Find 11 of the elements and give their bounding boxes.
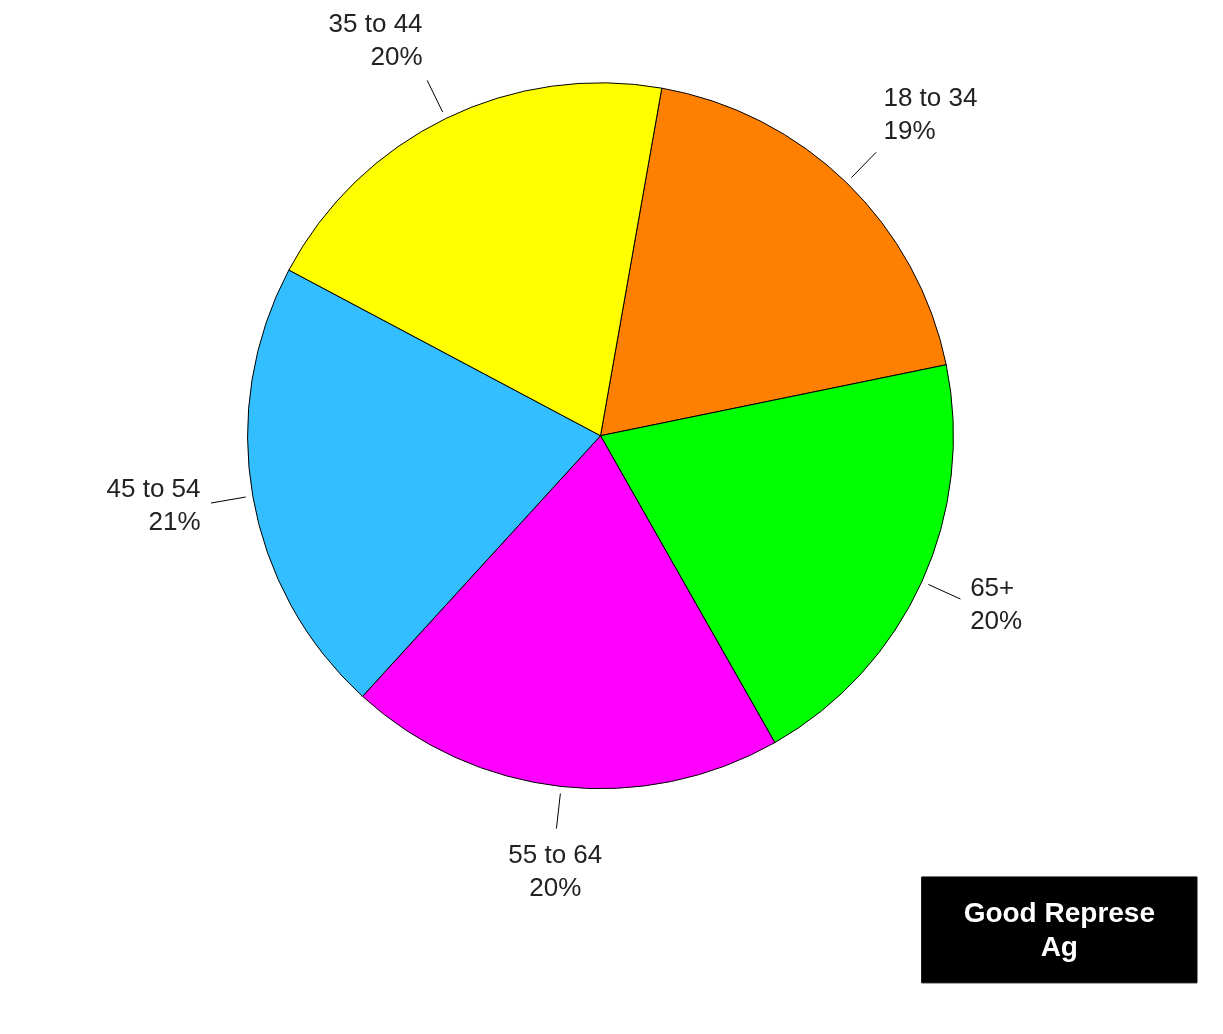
data-label: 19% bbox=[883, 114, 936, 145]
slice-label: 45 to 54 bbox=[106, 473, 201, 504]
data-label: 21% bbox=[148, 506, 201, 537]
slice-label: 18 to 34 bbox=[883, 81, 978, 112]
slice-label: 55 to 64 bbox=[508, 839, 603, 870]
data-label: 20% bbox=[529, 872, 582, 903]
slice-label: 35 to 44 bbox=[328, 7, 423, 38]
data-label: 20% bbox=[370, 40, 423, 71]
text: Good Represe Ag bbox=[963, 897, 1156, 963]
data-label: 20% bbox=[970, 604, 1023, 635]
slice-label: 65+ bbox=[970, 571, 1015, 602]
